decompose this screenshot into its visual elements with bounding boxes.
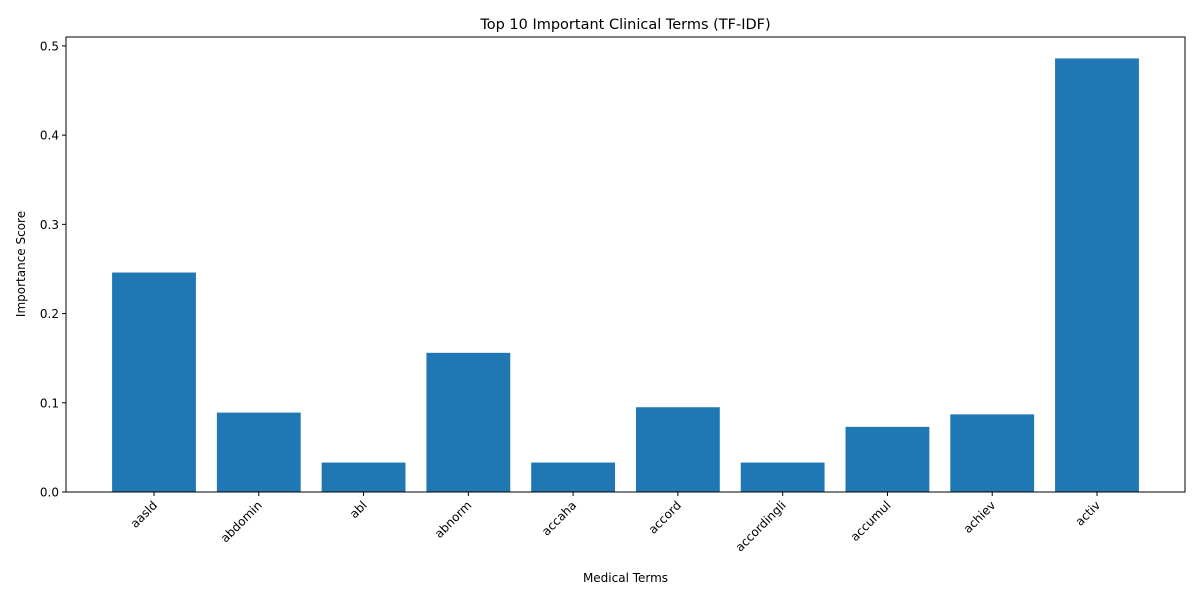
bar-accord bbox=[635, 407, 720, 492]
bar-aasld bbox=[112, 272, 196, 492]
bar-abdomin bbox=[216, 412, 301, 492]
bar-accumul bbox=[845, 426, 930, 492]
x-tick-label-accord: accord bbox=[646, 498, 684, 536]
x-axis: aasld abdomin abl abnorm accaha accord accordi… bbox=[128, 492, 1103, 554]
bar-accaha bbox=[531, 462, 616, 492]
y-tick-label-1: 0.1 bbox=[40, 396, 59, 410]
x-tick-label-accaha: accaha bbox=[539, 498, 579, 538]
y-tick-label-2: 0.2 bbox=[40, 307, 59, 321]
x-axis-label: Medical Terms bbox=[583, 571, 668, 585]
bar-abnorm bbox=[426, 352, 511, 492]
y-tick-label-4: 0.4 bbox=[40, 129, 59, 143]
bar-accordingli bbox=[740, 462, 825, 492]
x-tick-label-accumul: accumul bbox=[848, 498, 894, 544]
chart-title: Top 10 Important Clinical Terms (TF-IDF) bbox=[479, 17, 770, 33]
x-tick-label-abnorm: abnorm bbox=[432, 498, 475, 541]
plot-frame bbox=[65, 36, 1186, 493]
y-tick-label-0: 0.0 bbox=[40, 486, 59, 500]
x-tick-label-abdomin: abdomin bbox=[218, 498, 265, 545]
bar-activ bbox=[1055, 58, 1139, 492]
y-axis-label: Importance Score bbox=[14, 211, 28, 317]
y-axis: 0.0 0.1 0.2 0.3 0.4 0.5 bbox=[40, 39, 66, 500]
x-tick-label-accordingli: accordingli bbox=[733, 498, 789, 554]
bar-achiev bbox=[950, 414, 1035, 492]
x-tick-label-activ: activ bbox=[1073, 498, 1103, 528]
bars-group bbox=[112, 58, 1139, 492]
y-tick-label-5: 0.5 bbox=[40, 39, 59, 53]
x-tick-label-achiev: achiev bbox=[961, 498, 999, 536]
x-tick-label-aasld: aasld bbox=[128, 498, 160, 530]
y-tick-label-3: 0.3 bbox=[40, 218, 59, 232]
bar-abl bbox=[321, 462, 406, 492]
x-tick-label-abl: abl bbox=[347, 498, 370, 521]
